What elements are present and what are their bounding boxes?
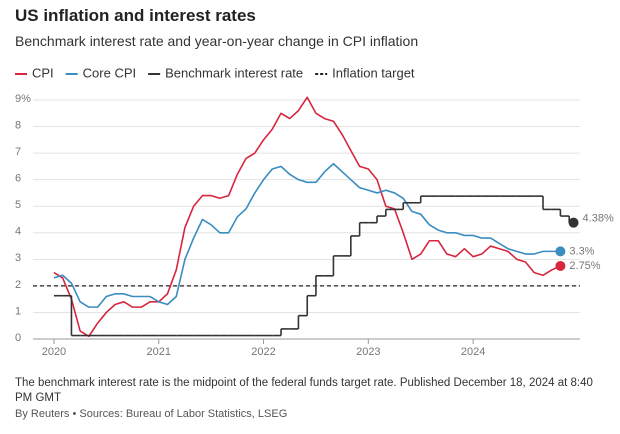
- x-tick-label: 2024: [461, 346, 485, 358]
- end-label: 3.3%: [569, 245, 594, 257]
- legend-label: Inflation target: [332, 65, 415, 80]
- source: By Reuters • Sources: Bureau of Labor St…: [15, 408, 288, 420]
- y-tick-label: 8: [15, 119, 21, 131]
- y-tick-label: 7: [15, 146, 21, 158]
- x-tick-label: 2021: [147, 346, 171, 358]
- x-tick-label: 2023: [356, 346, 380, 358]
- end-marker: [568, 217, 579, 228]
- y-tick-label: 9%: [15, 93, 31, 105]
- end-label: 4.38%: [583, 213, 614, 225]
- y-tick-label: 3: [15, 252, 21, 264]
- y-tick-label: 5: [15, 199, 21, 211]
- y-tick-label: 0: [15, 332, 21, 344]
- x-tick-label: 2022: [251, 346, 275, 358]
- end-label: 2.75%: [569, 260, 600, 272]
- chart-subtitle: Benchmark interest rate and year-on-year…: [15, 33, 419, 49]
- footnote: The benchmark interest rate is the midpo…: [15, 377, 593, 404]
- y-tick-label: 1: [15, 305, 21, 317]
- y-tick-label: 2: [15, 279, 21, 291]
- series-line: [53, 96, 561, 338]
- legend-label: Core CPI: [83, 65, 136, 80]
- y-tick-label: 6: [15, 173, 21, 185]
- chart-title: US inflation and interest rates: [15, 6, 256, 25]
- series-line: [53, 162, 561, 308]
- end-marker: [555, 260, 566, 271]
- end-marker: [555, 246, 566, 257]
- legend-label: Benchmark interest rate: [165, 65, 303, 80]
- x-tick-label: 2020: [42, 346, 66, 358]
- y-tick-label: 4: [15, 226, 21, 238]
- legend-label: CPI: [32, 65, 54, 80]
